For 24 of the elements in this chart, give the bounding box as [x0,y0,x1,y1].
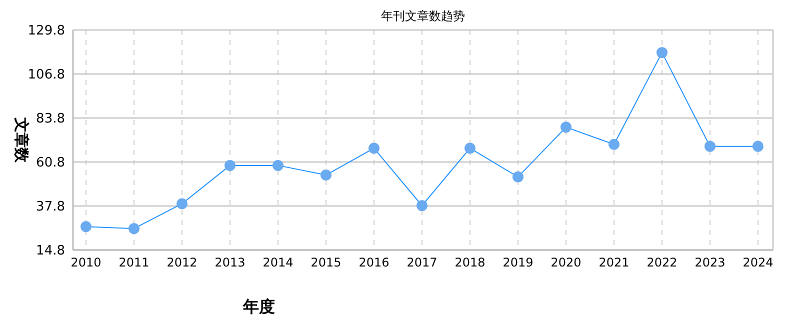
x-tick-label: 2019 [502,256,534,270]
x-tick-label: 2018 [454,256,486,270]
chart-title: 年刊文章数趋势 [380,8,466,25]
x-tick-label: 2022 [646,256,678,270]
x-tick-label: 2010 [70,256,102,270]
x-tick-label: 2023 [694,256,726,270]
x-tick-label: 2016 [358,256,390,270]
x-tick-label: 2012 [166,256,198,270]
x-tick-label: 2014 [262,256,294,270]
y-axis-title: 文章数 [12,116,31,164]
y-tick-label: 60.8 [36,156,65,171]
y-tick-label: 83.8 [36,112,65,127]
y-tick-label: 129.8 [28,24,65,39]
y-tick-label: 106.8 [28,68,65,83]
y-tick-label: 37.8 [36,200,65,215]
y-tick-label: 14.8 [36,244,65,259]
x-tick-label: 2024 [742,256,774,270]
x-tick-label: 2020 [550,256,582,270]
x-tick-label: 2017 [406,256,438,270]
x-tick-label: 2015 [310,256,342,270]
x-tick-label: 2021 [598,256,630,270]
x-tick-label: 2011 [118,256,150,270]
x-axis-title: 年度 [242,297,275,316]
x-tick-label: 2013 [214,256,246,270]
